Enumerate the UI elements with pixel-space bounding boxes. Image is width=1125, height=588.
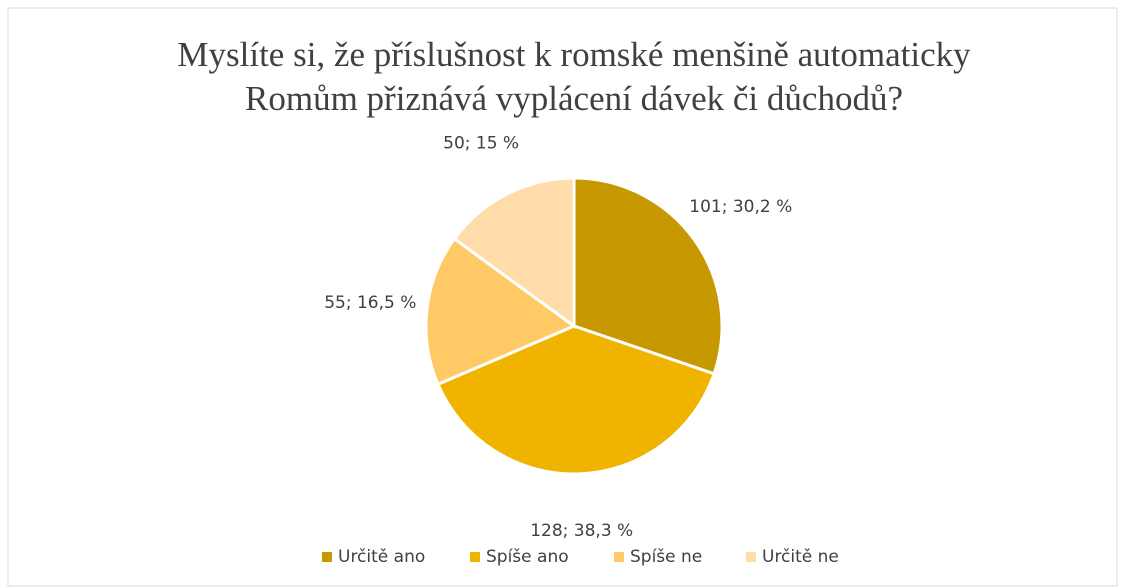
pie-slice <box>452 176 576 329</box>
legend-label: Určitě ano <box>338 547 425 567</box>
pie-slice <box>572 176 724 376</box>
chart-title: Romům přiznává vyplácení dávek či důchod… <box>245 79 903 118</box>
legend-swatch <box>614 552 624 562</box>
legend-swatch <box>470 552 480 562</box>
pie-slice <box>435 324 716 476</box>
data-label: 128; 38,3 % <box>530 521 633 541</box>
legend-swatch <box>746 552 756 562</box>
data-label: 101; 30,2 % <box>689 197 792 217</box>
legend-label: Spíše ano <box>486 547 569 567</box>
chart-title: Myslíte si, že příslušnost k romské menš… <box>177 35 971 74</box>
legend-label: Určitě ne <box>762 547 839 567</box>
legend-swatch <box>322 552 332 562</box>
data-label: 50; 15 % <box>443 133 519 153</box>
pie-slice <box>424 236 578 387</box>
legend-label: Spíše ne <box>630 547 702 567</box>
data-label: 55; 16,5 % <box>324 293 416 313</box>
